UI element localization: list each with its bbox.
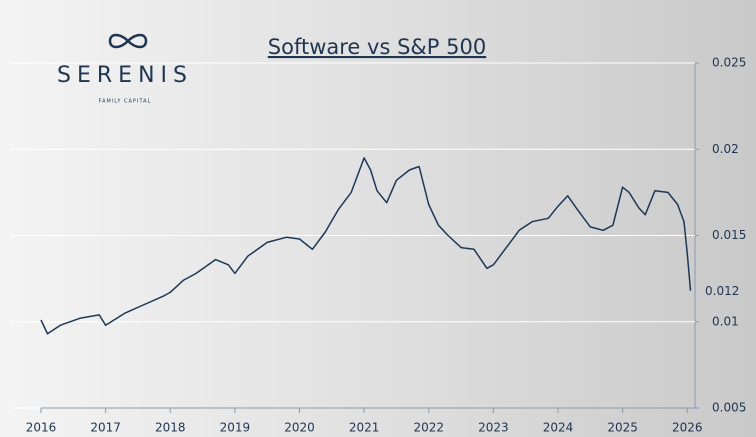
x-tick-label: 2025 bbox=[607, 421, 638, 435]
x-tick-label: 2018 bbox=[155, 421, 186, 435]
brand-tagline: FAMILY CAPITAL bbox=[99, 99, 152, 105]
end-label: 0.012 bbox=[705, 284, 739, 298]
x-tick-label: 2023 bbox=[478, 421, 509, 435]
y-tick-label: 0.01 bbox=[712, 314, 739, 328]
x-tick-label: 2019 bbox=[220, 421, 251, 435]
x-tick-label: 2024 bbox=[543, 421, 574, 435]
y-tick-label: 0.025 bbox=[712, 56, 746, 70]
y-tick-label: 0.005 bbox=[712, 401, 746, 415]
x-tick-label: 2016 bbox=[26, 421, 57, 435]
brand-name: SERENIS bbox=[57, 63, 193, 88]
x-tick-label: 2021 bbox=[349, 421, 380, 435]
y-tick-label: 0.015 bbox=[712, 228, 746, 242]
x-tick-label: 2020 bbox=[284, 421, 315, 435]
x-tick-label: 2026 bbox=[672, 421, 703, 435]
y-tick-label: 0.02 bbox=[712, 142, 739, 156]
chart-title: Software vs S&P 500 bbox=[268, 35, 486, 59]
series-line bbox=[40, 157, 692, 335]
logo-icon bbox=[108, 33, 148, 49]
x-tick-label: 2022 bbox=[413, 421, 444, 435]
x-tick-label: 2017 bbox=[90, 421, 121, 435]
